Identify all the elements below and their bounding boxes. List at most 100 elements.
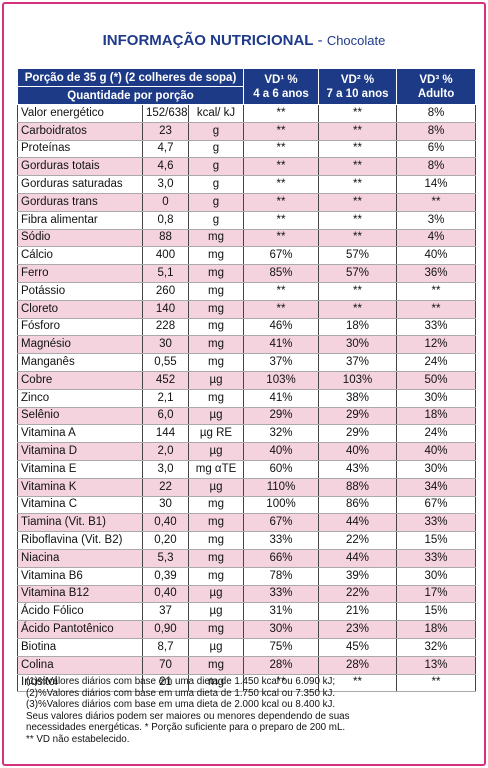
vd1: 31% — [243, 602, 320, 622]
vd2: 88% — [318, 478, 398, 497]
vd2: 18% — [318, 318, 398, 337]
vd1: ** — [243, 104, 320, 123]
unit: µg — [187, 585, 245, 604]
amount: 88 — [142, 229, 189, 248]
vd2: 30% — [318, 335, 398, 355]
unit: mg — [187, 549, 245, 568]
vd3: 34% — [396, 478, 477, 497]
nutrient: Vitamina D — [17, 442, 143, 461]
unit: g — [187, 193, 245, 212]
vd2: 44% — [318, 549, 398, 568]
unit: mg — [187, 656, 245, 675]
table-row: Proteínas 4,7 g ** ** 6% — [17, 140, 477, 159]
unit: µg — [187, 371, 245, 390]
amount: 30 — [142, 335, 189, 355]
unit: µg — [187, 442, 245, 461]
nutrient: Sódio — [17, 229, 143, 248]
amount: 8,7 — [142, 638, 189, 657]
amount: 0,39 — [142, 567, 189, 586]
nutrient: Tiamina (Vit. B1) — [17, 513, 143, 533]
unit: mg αTE — [187, 460, 245, 479]
nutrient: Vitamina C — [17, 496, 143, 515]
vd1: ** — [243, 175, 320, 194]
vd-header-line: VD² % — [340, 73, 375, 86]
nutrient: Potássio — [17, 282, 143, 301]
nutrient: Gorduras saturadas — [17, 175, 143, 194]
vd2: 57% — [318, 246, 398, 266]
nutrient: Colina — [17, 656, 143, 675]
vd3: ** — [396, 193, 477, 212]
unit: mg — [187, 620, 245, 639]
vd1: 78% — [243, 567, 320, 586]
separator: - — [317, 32, 323, 49]
nutrient: Magnésio — [17, 335, 143, 355]
amount: 23 — [142, 122, 189, 141]
vd2: ** — [318, 104, 398, 123]
amount: 0,8 — [142, 211, 189, 230]
vd3: 15% — [396, 602, 477, 622]
vd3: 30% — [396, 567, 477, 586]
vd2: 57% — [318, 264, 398, 283]
vd3: 14% — [396, 175, 477, 194]
table-row: Cobre 452 µg 103% 103% 50% — [17, 371, 477, 390]
nutrient: Niacina — [17, 549, 143, 568]
vd3: 8% — [396, 122, 477, 141]
table-row: Vitamina K 22 µg 110% 88% 34% — [17, 478, 477, 497]
vd2: 29% — [318, 424, 398, 444]
vd2: 22% — [318, 531, 398, 550]
unit: µg — [187, 638, 245, 657]
vd3: 12% — [396, 335, 477, 355]
vd1: 103% — [243, 371, 320, 390]
vd1: 28% — [243, 656, 320, 675]
nutrient: Selênio — [17, 407, 143, 426]
unit: mg — [187, 282, 245, 301]
vd3: 3% — [396, 211, 477, 230]
table-row: Ácido Pantotênico 0,90 mg 30% 23% 18% — [17, 620, 477, 639]
nutrient: Manganês — [17, 353, 143, 372]
vd1: 41% — [243, 389, 320, 408]
vd3: 17% — [396, 585, 477, 604]
vd3: 30% — [396, 460, 477, 479]
amount: 144 — [142, 424, 189, 444]
vd3: 6% — [396, 140, 477, 159]
nutrient: Cálcio — [17, 246, 143, 266]
quantity-header: Quantidade por porção — [16, 86, 245, 105]
nutrient: Vitamina E — [17, 460, 143, 479]
nutrient: Vitamina K — [17, 478, 143, 497]
unit: mg — [187, 353, 245, 372]
table-row: Magnésio 30 mg 41% 30% 12% — [17, 335, 477, 355]
nutrient: Inositol — [17, 674, 143, 693]
unit: mg — [187, 229, 245, 248]
amount: 0,55 — [142, 353, 189, 372]
nutrient: Ácido Pantotênico — [17, 620, 143, 639]
vd3: 4% — [396, 229, 477, 248]
amount: 3,0 — [142, 175, 189, 194]
unit: mg — [187, 513, 245, 533]
unit: g — [187, 211, 245, 230]
nutrient: Valor energético — [17, 104, 143, 123]
table-row: Vitamina B12 0,40 µg 33% 22% 17% — [17, 585, 477, 604]
amount: 6,0 — [142, 407, 189, 426]
vd3: 8% — [396, 104, 477, 123]
amount: 70 — [142, 656, 189, 675]
vd2: 23% — [318, 620, 398, 639]
nutrient: Riboflavina (Vit. B2) — [17, 531, 143, 550]
unit: mg — [187, 264, 245, 283]
vd1: ** — [243, 140, 320, 159]
vd-header: VD³ % Adulto — [396, 68, 477, 105]
vd1: 41% — [243, 335, 320, 355]
nutrient: Fósforo — [17, 318, 143, 337]
vd3: 30% — [396, 389, 477, 408]
table-row: Vitamina E 3,0 mg αTE 60% 43% 30% — [17, 460, 477, 479]
vd2: 86% — [318, 496, 398, 515]
vd-header-line: 4 a 6 anos — [253, 87, 309, 100]
nutrient: Gorduras totais — [17, 157, 143, 177]
vd3: 33% — [396, 318, 477, 337]
vd1: ** — [243, 211, 320, 230]
vd-header-line: Adulto — [417, 87, 455, 100]
vd1: 60% — [243, 460, 320, 479]
vd1: 46% — [243, 318, 320, 337]
vd1: ** — [243, 300, 320, 319]
vd1: 110% — [243, 478, 320, 497]
unit: mg — [187, 496, 245, 515]
